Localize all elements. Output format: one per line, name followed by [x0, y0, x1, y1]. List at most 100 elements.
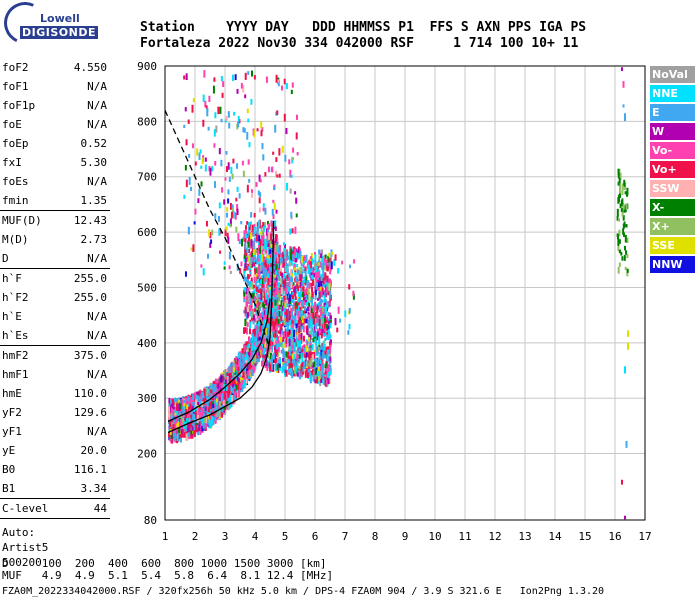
echo-point: [294, 363, 297, 367]
echo-point: [230, 166, 233, 174]
echo-point: [170, 412, 173, 421]
echo-point: [286, 299, 289, 308]
echo-point: [236, 357, 239, 364]
echo-point: [276, 364, 279, 371]
echo-point: [267, 349, 270, 355]
echo-point: [244, 350, 247, 358]
echo-point: [308, 302, 311, 307]
param-name: h`Es: [2, 329, 29, 342]
echo-point: [317, 302, 320, 310]
echo-point: [176, 433, 179, 442]
echo-point: [233, 385, 236, 391]
echo-point: [293, 354, 296, 359]
param-name: foF2: [2, 61, 29, 74]
echo-point: [220, 75, 223, 82]
echo-point: [302, 325, 305, 333]
echo-point: [228, 251, 231, 260]
echo-point: [261, 324, 264, 330]
echo-point: [292, 157, 295, 161]
param-row: foE N/A: [0, 115, 110, 134]
param-value: 375.0: [73, 349, 107, 362]
param-row: M(D) 2.73: [0, 230, 110, 249]
echo-point: [277, 273, 280, 278]
echo-point: [314, 254, 317, 261]
echo-point: [291, 338, 294, 345]
echo-point: [307, 311, 310, 316]
echo-point: [223, 261, 226, 265]
echo-point: [309, 320, 312, 328]
echo-point: [228, 176, 231, 182]
echo-point: [209, 385, 212, 389]
echo-point: [258, 351, 261, 356]
echo-point: [326, 303, 329, 308]
echo-point: [244, 94, 247, 99]
echo-point: [224, 372, 227, 378]
echo-point: [328, 331, 331, 340]
echo-point: [201, 422, 204, 427]
echo-point: [300, 363, 303, 371]
echo-point: [253, 223, 256, 229]
echo-point: [283, 317, 286, 326]
echo-point: [283, 113, 286, 122]
echo-point: [304, 270, 307, 277]
echo-point: [310, 307, 313, 313]
echo-point: [295, 323, 298, 329]
param-row: hmF2 375.0: [0, 346, 110, 365]
echo-point: [233, 362, 236, 368]
echo-point: [296, 274, 299, 280]
echo-point: [181, 418, 184, 425]
echo-point: [310, 325, 313, 332]
echo-point: [318, 329, 321, 334]
echo-point: [198, 188, 201, 196]
echo-point: [251, 340, 254, 344]
echo-point: [277, 80, 280, 87]
echo-point: [296, 360, 299, 369]
echo-point: [212, 411, 215, 419]
echo-point: [311, 318, 314, 327]
echo-point: [286, 270, 289, 278]
echo-point: [293, 342, 296, 350]
echo-point: [306, 328, 309, 336]
echo-point: [270, 362, 273, 370]
echo-point: [295, 252, 298, 259]
echo-point: [307, 266, 310, 275]
echo-point: [244, 370, 247, 378]
echo-point: [183, 431, 186, 438]
echo-point: [315, 282, 318, 290]
param-value: N/A: [87, 329, 107, 342]
x-tick-label: 16: [608, 530, 621, 543]
param-separator: [0, 345, 110, 346]
echo-point: [257, 190, 260, 196]
echo-point: [299, 306, 302, 312]
echo-point: [219, 405, 222, 409]
echo-point: [270, 270, 273, 279]
echo-point: [254, 247, 257, 255]
echo-point: [296, 372, 299, 377]
echo-point: [273, 338, 276, 345]
echo-point: [278, 311, 281, 317]
echo-point: [322, 316, 325, 325]
echo-point: [321, 257, 324, 263]
echo-point: [272, 330, 275, 338]
echo-point: [183, 194, 186, 199]
echo-point: [329, 369, 332, 375]
echo-point: [287, 287, 290, 291]
echo-point: [267, 282, 270, 288]
echo-point: [314, 290, 317, 296]
echo-point: [313, 361, 316, 368]
echo-point: [173, 402, 176, 410]
echo-point: [314, 312, 317, 318]
echo-point: [188, 399, 191, 405]
echo-point: [192, 98, 195, 103]
echo-point: [277, 330, 280, 334]
echo-point: [227, 189, 230, 195]
y-tick-label: 500: [137, 281, 157, 294]
echo-point: [311, 292, 314, 298]
param-row: h`Es N/A: [0, 326, 110, 345]
echo-point: [319, 370, 322, 378]
echo-point: [184, 418, 187, 422]
echo-point: [323, 343, 326, 351]
echo-point: [256, 234, 259, 242]
echo-point: [295, 213, 298, 218]
echo-point: [274, 274, 277, 279]
